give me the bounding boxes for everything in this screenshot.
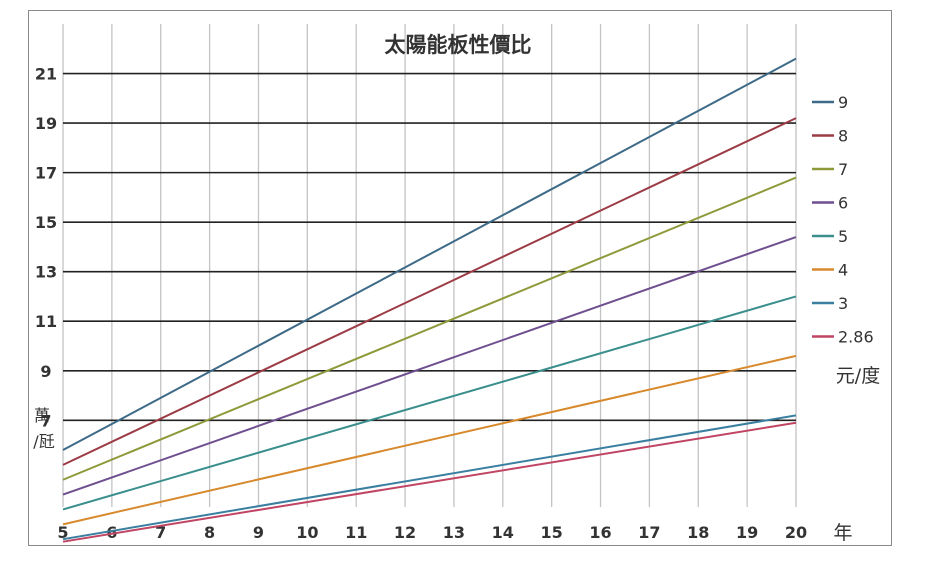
legend-label-9: 9 — [838, 93, 848, 112]
y-tick-label: 17 — [35, 164, 57, 183]
y-tick-label: 7 — [40, 411, 51, 430]
series-line-4 — [62, 354, 797, 526]
grid-layer — [62, 24, 797, 507]
y-axis-label-line-1: 萬 — [34, 406, 50, 425]
series-line-2.86 — [62, 421, 797, 543]
x-tick-label: 19 — [736, 523, 758, 542]
series-line-5 — [62, 295, 797, 511]
x-tick-label: 9 — [253, 523, 264, 542]
legend-unit: 元/度 — [836, 365, 880, 387]
legend-layer: 9 8 7 6 5 4 3 2.86 — [812, 93, 874, 347]
x-tick-label: 17 — [638, 523, 660, 542]
axis-layer: 5 6 7 8 9 10 11 12 13 14 15 16 17 18 19 20 7 9 11 13 15 17 19 2… — [35, 65, 807, 542]
x-tick-label: 12 — [394, 523, 416, 542]
legend-label-2.86: 2.86 — [838, 328, 874, 347]
y-axis-label-line-2: /瓩 — [33, 432, 54, 451]
legend-label-4: 4 — [838, 261, 848, 280]
x-tick-label: 13 — [443, 523, 465, 542]
x-tick-label: 20 — [785, 523, 807, 542]
x-tick-label: 10 — [296, 523, 318, 542]
y-tick-label: 19 — [35, 114, 57, 133]
series-layer — [62, 57, 797, 543]
x-tick-label: 16 — [589, 523, 611, 542]
y-tick-label: 9 — [40, 362, 51, 381]
chart-title: 太陽能板性價比 — [385, 33, 532, 57]
x-tick-label: 18 — [687, 523, 709, 542]
y-tick-label: 15 — [35, 213, 57, 232]
x-tick-label: 7 — [155, 523, 166, 542]
y-tick-label: 11 — [35, 312, 57, 331]
legend-label-6: 6 — [838, 194, 848, 213]
series-line-7 — [62, 176, 797, 481]
y-tick-label: 21 — [35, 65, 57, 84]
legend-label-7: 7 — [838, 160, 848, 179]
x-tick-label: 14 — [492, 523, 514, 542]
x-tick-label: 5 — [57, 523, 68, 542]
x-tick-label: 8 — [204, 523, 215, 542]
series-line-3 — [62, 414, 797, 541]
x-tick-label: 11 — [345, 523, 367, 542]
legend-label-5: 5 — [838, 227, 848, 246]
series-line-8 — [62, 117, 797, 466]
x-tick-label: 15 — [541, 523, 563, 542]
y-tick-label: 13 — [35, 263, 57, 282]
series-line-9 — [62, 57, 797, 451]
series-line-6 — [62, 236, 797, 496]
x-axis-label: 年 — [833, 522, 852, 544]
legend-label-3: 3 — [838, 294, 848, 313]
legend-label-8: 8 — [838, 127, 848, 146]
x-tick-label: 6 — [106, 523, 117, 542]
